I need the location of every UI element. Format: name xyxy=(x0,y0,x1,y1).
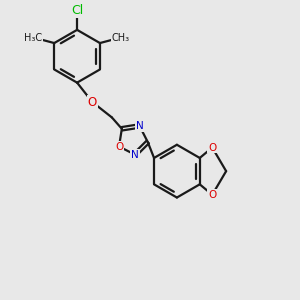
Text: O: O xyxy=(115,142,123,152)
Text: N: N xyxy=(131,150,139,160)
Text: O: O xyxy=(208,142,216,152)
Text: H₃C: H₃C xyxy=(24,32,43,43)
Text: O: O xyxy=(88,96,97,109)
Text: CH₃: CH₃ xyxy=(112,32,130,43)
Text: N: N xyxy=(136,121,143,131)
Text: O: O xyxy=(208,190,216,200)
Text: Cl: Cl xyxy=(71,4,83,17)
